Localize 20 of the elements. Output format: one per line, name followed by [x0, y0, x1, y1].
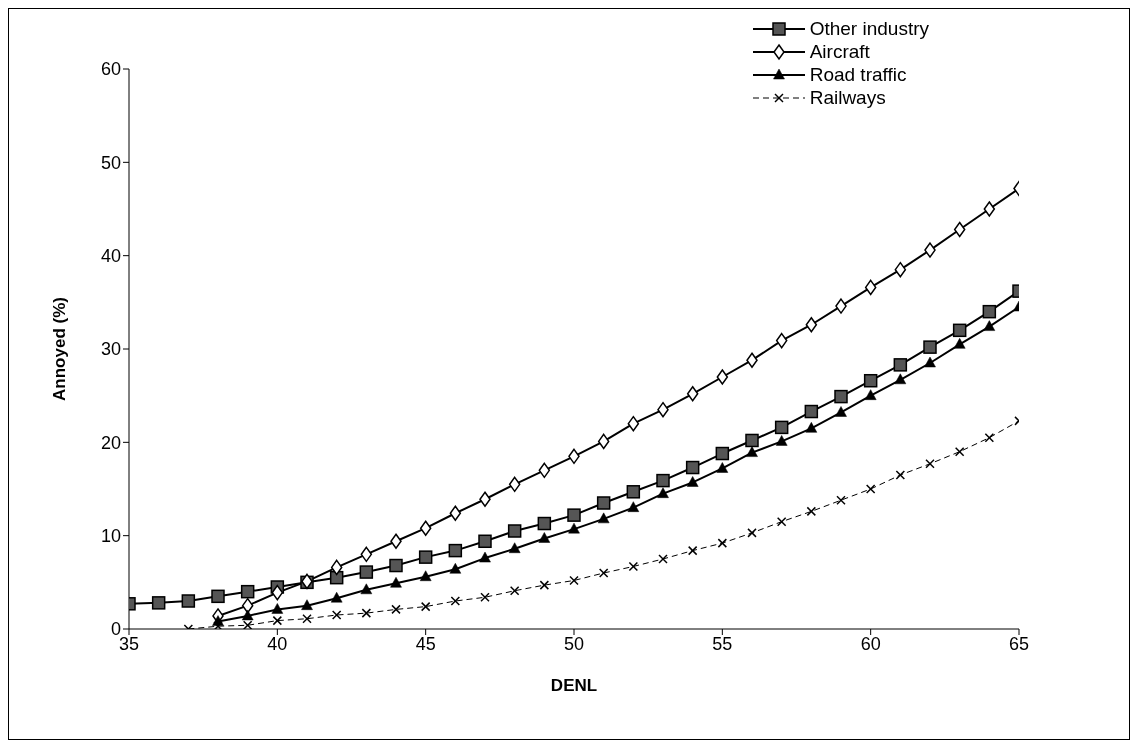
- x-tick-label: 55: [712, 633, 733, 654]
- y-tick-label: 40: [100, 246, 121, 267]
- legend-label: Railways: [809, 86, 886, 109]
- y-tick-label: 60: [100, 59, 121, 80]
- x-tick-label: 65: [1008, 633, 1030, 654]
- legend-label: Aircraft: [809, 40, 870, 63]
- y-tick-label: 0: [110, 619, 121, 640]
- y-tick-label: 10: [100, 526, 121, 547]
- y-tick-label: 30: [100, 339, 121, 360]
- legend-label: Road traffic: [809, 63, 907, 86]
- legend-label: Other industry: [809, 17, 929, 40]
- x-tick-label: 60: [860, 633, 881, 654]
- y-tick-label: 50: [100, 152, 121, 173]
- y-tick-label: 20: [100, 432, 121, 453]
- x-tick-label: 35: [118, 633, 140, 654]
- x-tick-label: 50: [563, 633, 585, 654]
- x-tick-label: 45: [415, 633, 436, 654]
- y-axis-title: Annoyed (%): [50, 297, 70, 401]
- x-tick-label: 40: [267, 633, 288, 654]
- x-axis-title: DENL: [550, 676, 598, 695]
